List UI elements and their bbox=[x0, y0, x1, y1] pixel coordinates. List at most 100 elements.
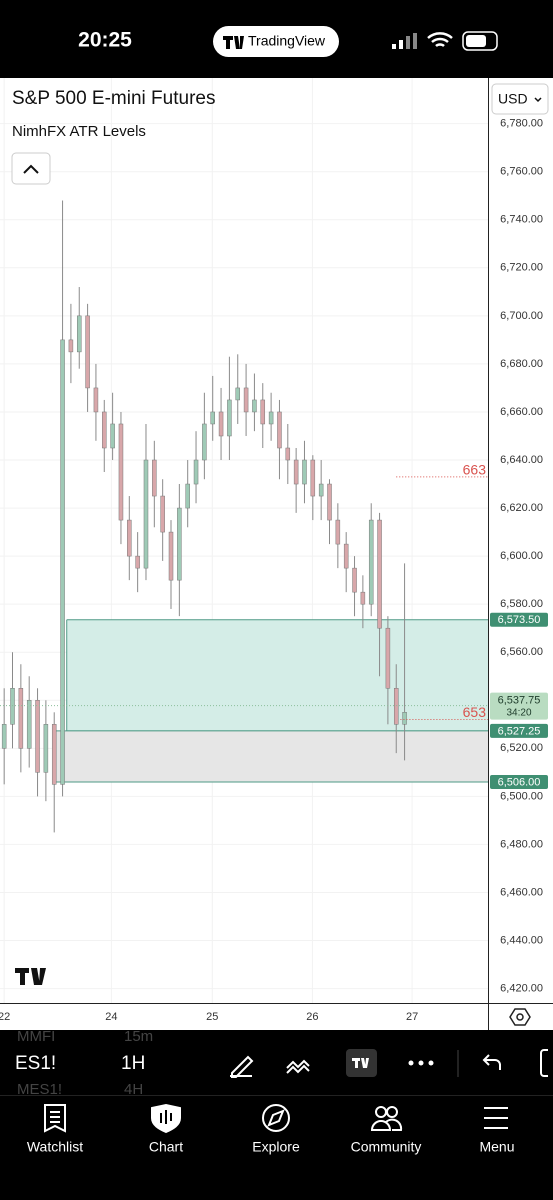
candle-body bbox=[277, 411, 282, 449]
candle-body bbox=[260, 399, 266, 425]
tv-button-logo bbox=[352, 1058, 369, 1068]
price-label: 6,506.00 bbox=[498, 776, 541, 788]
candle-body bbox=[335, 519, 341, 545]
candle-body bbox=[160, 495, 165, 533]
nav-chart[interactable]: Chart bbox=[149, 1139, 183, 1155]
candle-body bbox=[68, 339, 74, 353]
tv-button[interactable] bbox=[346, 1049, 377, 1077]
settings-icon[interactable] bbox=[509, 1008, 531, 1026]
interval-button[interactable]: 1H bbox=[121, 1053, 145, 1074]
candle-body bbox=[10, 688, 15, 725]
candle-body bbox=[360, 591, 366, 605]
currency-chevron bbox=[534, 97, 542, 103]
nav-explore[interactable]: Explore bbox=[252, 1139, 300, 1155]
chevron-up bbox=[23, 164, 39, 174]
candle-body bbox=[76, 315, 82, 353]
price-label-box bbox=[490, 774, 548, 789]
candle-body bbox=[118, 423, 124, 521]
indicator-tool[interactable] bbox=[286, 1059, 310, 1074]
price-label: 6,527.25 bbox=[498, 725, 541, 737]
y-tick-label: 6,780.00 bbox=[500, 118, 543, 130]
clock: 20:25 bbox=[78, 29, 132, 52]
candle-body bbox=[185, 483, 190, 509]
candle-body bbox=[268, 411, 274, 425]
nav-watchlist[interactable]: Watchlist bbox=[27, 1139, 83, 1155]
atr-label: 653 bbox=[463, 704, 487, 720]
currency: USD bbox=[498, 91, 528, 107]
draw-tool[interactable] bbox=[230, 1055, 254, 1078]
y-tick-label: 6,460.00 bbox=[500, 886, 543, 898]
chart-icon-candles bbox=[160, 1110, 172, 1124]
x-tick-label: 22 bbox=[0, 1011, 10, 1023]
candle-body bbox=[385, 627, 391, 689]
symbol-button[interactable]: ES1! bbox=[15, 1053, 56, 1074]
candle-body bbox=[93, 387, 99, 413]
candle-body bbox=[293, 459, 299, 485]
candle-body bbox=[243, 387, 249, 413]
ghost-interval: 15m bbox=[124, 1028, 153, 1045]
candle-body bbox=[227, 399, 232, 437]
candle-body bbox=[285, 447, 291, 461]
candle-body bbox=[352, 567, 357, 593]
candle-body bbox=[377, 519, 382, 629]
wifi bbox=[427, 32, 453, 48]
candle-body bbox=[402, 712, 407, 725]
ghost-interval: 4H bbox=[124, 1081, 143, 1098]
candle-body bbox=[210, 411, 215, 425]
candle-body bbox=[43, 724, 49, 773]
candle-body bbox=[252, 399, 257, 413]
y-tick-label: 6,520.00 bbox=[500, 742, 543, 754]
candle-body bbox=[152, 459, 157, 497]
app-pill bbox=[213, 26, 339, 57]
last-price-label: 6,537.75 bbox=[498, 695, 541, 707]
tv-watermark bbox=[15, 968, 46, 985]
app-name: TradingView bbox=[248, 33, 326, 49]
bar-countdown: 34:20 bbox=[506, 707, 531, 718]
x-tick-label: 24 bbox=[105, 1011, 117, 1023]
candle-body bbox=[393, 688, 399, 725]
candle-body bbox=[327, 483, 332, 521]
candle-body bbox=[102, 411, 107, 449]
symbol-title: S&P 500 E-mini Futures bbox=[12, 88, 215, 109]
candle-body bbox=[168, 531, 174, 581]
plot: 663 653 bbox=[0, 78, 488, 1003]
candle-body bbox=[343, 543, 349, 569]
y-tick-label: 6,660.00 bbox=[500, 406, 543, 418]
candle-body bbox=[35, 700, 40, 773]
candle-body bbox=[60, 339, 65, 785]
candle-body bbox=[218, 411, 224, 437]
y-tick-label: 6,680.00 bbox=[500, 358, 543, 370]
candle-body bbox=[202, 423, 207, 461]
candle-body bbox=[368, 519, 374, 605]
currency-button[interactable] bbox=[491, 83, 549, 115]
more-button[interactable] bbox=[408, 1060, 434, 1066]
y-tick-label: 6,480.00 bbox=[500, 838, 543, 850]
atr-label: 663 bbox=[463, 462, 487, 478]
y-tick-label: 6,600.00 bbox=[500, 550, 543, 562]
x-tick-label: 25 bbox=[206, 1011, 218, 1023]
collapse-button[interactable] bbox=[11, 152, 51, 185]
fullscreen[interactable] bbox=[540, 1049, 548, 1077]
y-tick-label: 6,560.00 bbox=[500, 646, 543, 658]
nav-community[interactable]: Community bbox=[351, 1139, 422, 1155]
y-tick-label: 6,500.00 bbox=[500, 790, 543, 802]
zone bbox=[54, 730, 488, 782]
x-tick-label: 26 bbox=[306, 1011, 318, 1023]
price-label-box bbox=[490, 612, 548, 627]
price-label: 6,573.50 bbox=[498, 614, 541, 626]
candle-body bbox=[85, 315, 90, 389]
ghost-symbol: MES1! bbox=[17, 1081, 62, 1098]
y-tick-label: 6,640.00 bbox=[500, 454, 543, 466]
y-tick-label: 6,700.00 bbox=[500, 310, 543, 322]
undo[interactable] bbox=[482, 1054, 501, 1070]
battery-level bbox=[466, 35, 486, 47]
nav-menu[interactable]: Menu bbox=[479, 1139, 514, 1155]
candle-body bbox=[127, 519, 132, 557]
candle-body bbox=[310, 459, 316, 497]
y-tick-label: 6,760.00 bbox=[500, 166, 543, 178]
candle-body bbox=[143, 459, 149, 569]
battery bbox=[462, 31, 498, 51]
axes: 6,420.00 6,440.00 6,460.00 6,480.00 6,500.00… bbox=[0, 118, 548, 1023]
